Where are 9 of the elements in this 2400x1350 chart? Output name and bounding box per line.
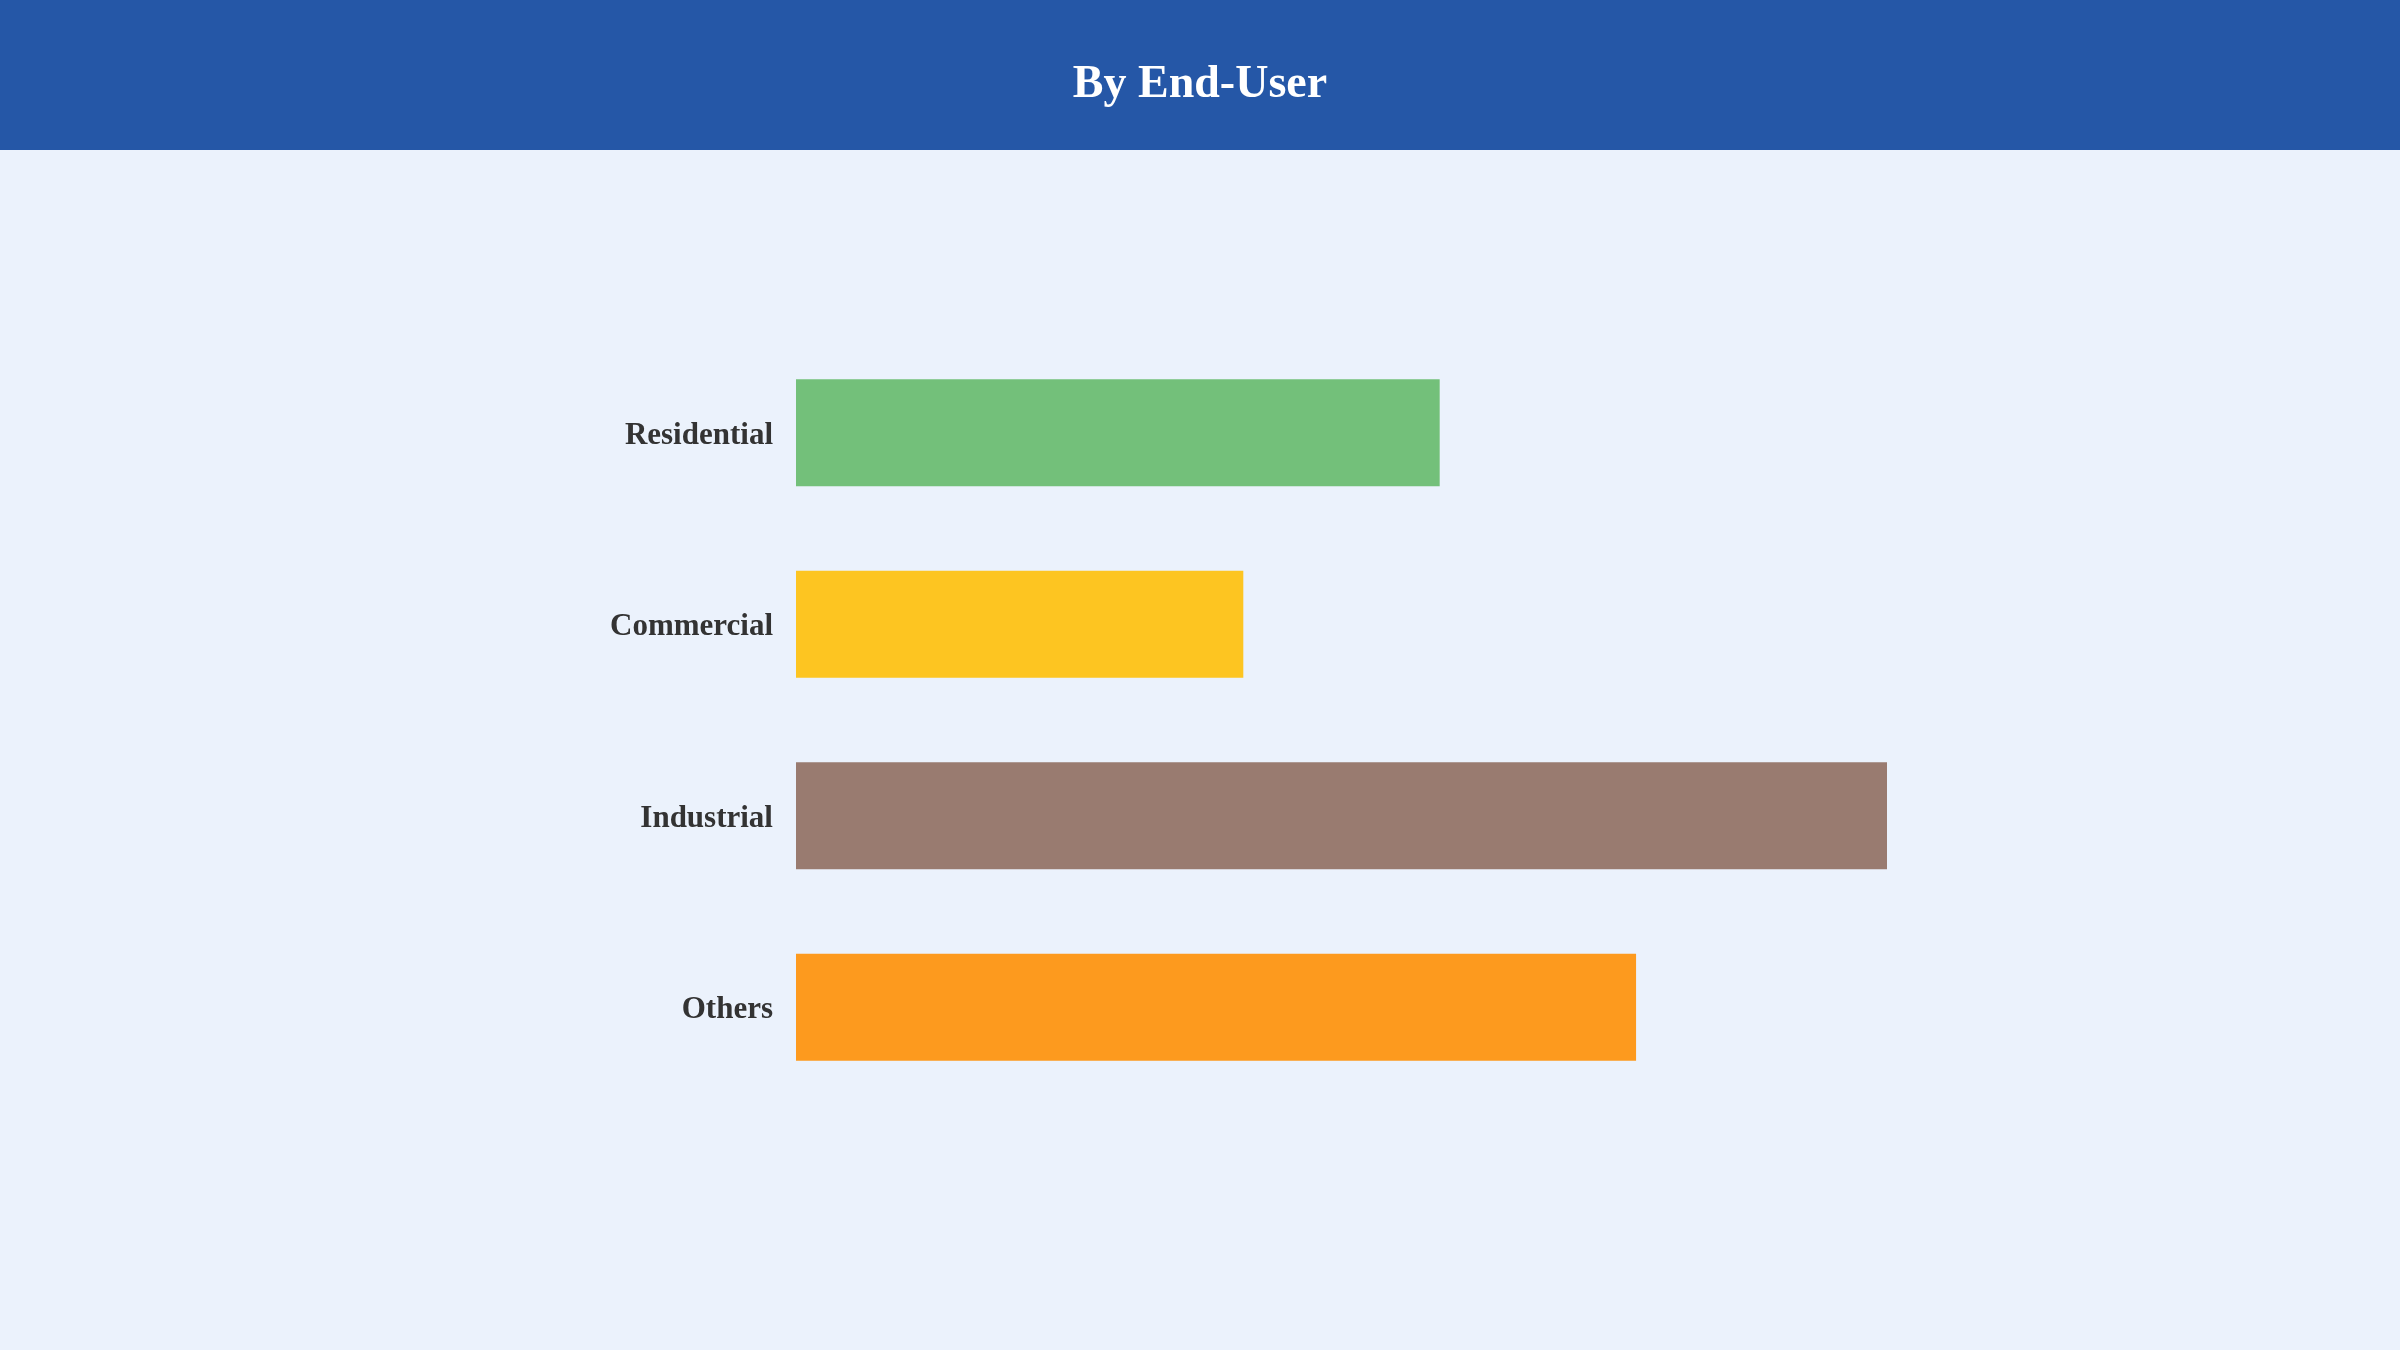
bar (796, 953, 1637, 1061)
bar (796, 762, 1887, 870)
y-tick-label: Residential (624, 415, 774, 451)
chart-title: By End-User (1072, 56, 1328, 108)
bar (796, 379, 1440, 487)
y-tick-label: Commercial (610, 607, 774, 643)
bar (796, 570, 1244, 678)
y-tick-label: Industrial (640, 798, 774, 834)
y-tick-label: Others (681, 990, 773, 1026)
